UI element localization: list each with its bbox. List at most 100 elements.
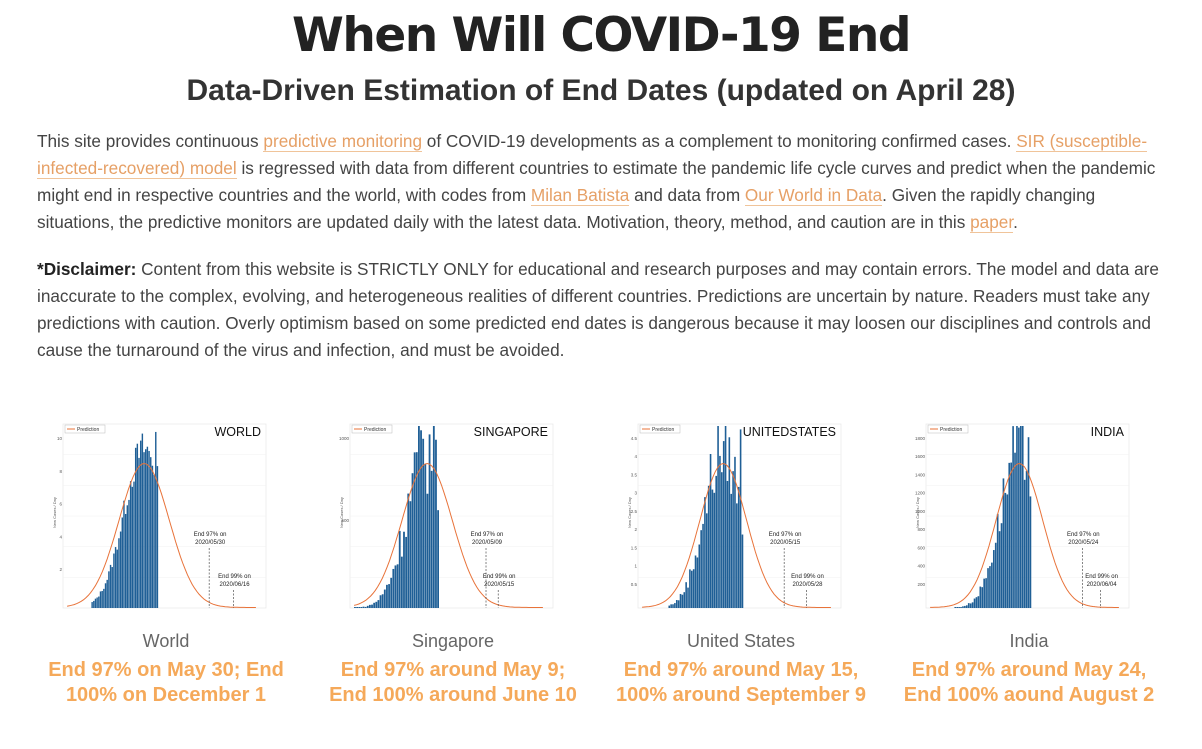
case-bar bbox=[687, 587, 689, 608]
paper-link[interactable]: paper bbox=[970, 212, 1014, 233]
y-tick-label: 4 bbox=[634, 454, 637, 459]
legend-label: Prediction bbox=[940, 427, 962, 433]
end-label: End 97% on bbox=[1067, 532, 1100, 538]
case-bar bbox=[371, 604, 373, 608]
case-bar bbox=[432, 426, 435, 608]
case-bar bbox=[123, 500, 125, 608]
chart-title: WORLD bbox=[214, 425, 261, 439]
case-bar bbox=[139, 440, 142, 608]
disclaimer-label: *Disclaimer: bbox=[37, 259, 137, 279]
y-axis-label: New Cases / Day bbox=[339, 497, 344, 528]
case-bar bbox=[728, 437, 731, 608]
prediction-chart[interactable]: 500 1000 New Cases / Day End 97% on 2020/05/… bbox=[338, 418, 568, 618]
prediction-chart[interactable]: 200 400 600 800 1000 1200 1400 1600 1800 New Case… bbox=[914, 418, 1144, 618]
case-bar bbox=[358, 607, 361, 608]
country-card-india: 200 400 600 800 1000 1200 1400 1600 1800 New Case… bbox=[899, 418, 1159, 708]
end-date-estimate: End 97% on May 30; End 100% on December … bbox=[48, 659, 284, 706]
case-bar bbox=[364, 606, 367, 608]
case-bar bbox=[1023, 479, 1026, 608]
case-bar bbox=[146, 446, 149, 608]
case-bar bbox=[721, 472, 723, 608]
case-bar bbox=[737, 486, 740, 608]
case-bar bbox=[106, 579, 108, 608]
page-title: When Will COVID-19 End bbox=[292, 8, 911, 63]
case-bar bbox=[109, 564, 112, 608]
case-bar bbox=[437, 510, 440, 608]
intro-text: of COVID-19 developments as a complement… bbox=[422, 131, 1017, 151]
case-bar bbox=[683, 592, 686, 608]
legend-label: Prediction bbox=[77, 427, 99, 433]
intro-text: This site provides continuous bbox=[37, 131, 264, 151]
case-bar bbox=[396, 564, 399, 608]
y-axis-label: New Cases / Day bbox=[52, 497, 57, 528]
case-bar bbox=[998, 531, 1001, 608]
legend-box bbox=[64, 424, 106, 434]
case-bar bbox=[420, 430, 422, 608]
intro-text: is regressed with data from different co… bbox=[37, 158, 1156, 205]
case-bar bbox=[131, 486, 134, 608]
case-bar bbox=[413, 452, 416, 608]
case-bar bbox=[398, 530, 401, 608]
country-name: United States bbox=[686, 631, 796, 651]
y-tick-label: 1.5 bbox=[631, 545, 638, 550]
predictive-monitoring-link[interactable]: predictive monitoring bbox=[263, 131, 423, 152]
y-tick-label: 1000 bbox=[915, 509, 926, 514]
intro-text: and data from bbox=[629, 185, 745, 205]
end-label: End 97% on bbox=[471, 532, 504, 538]
case-bar bbox=[366, 605, 369, 608]
case-bar bbox=[405, 536, 408, 608]
end-date: 2020/05/09 bbox=[472, 540, 503, 546]
case-bar bbox=[113, 553, 115, 608]
case-bar bbox=[121, 517, 123, 608]
case-bar bbox=[964, 605, 966, 608]
end-date: 2020/05/30 bbox=[195, 540, 226, 546]
country-card-world: 2 4 6 8 10 New Cases / Day End 97% on 2020/05/3… bbox=[36, 418, 296, 708]
case-bar bbox=[672, 604, 674, 608]
prediction-curve bbox=[930, 462, 1119, 608]
prediction-chart[interactable]: 0.5 1 1.5 2 2.5 3 3.5 4 4.5 New Cases / Day End 97… bbox=[626, 418, 856, 618]
y-tick-label: 0.5 bbox=[631, 582, 638, 587]
case-bar bbox=[99, 591, 102, 608]
case-bar bbox=[388, 584, 390, 608]
case-bar bbox=[971, 602, 974, 608]
case-bar bbox=[418, 426, 420, 608]
case-bar bbox=[94, 598, 97, 608]
case-bar bbox=[403, 531, 405, 608]
case-bar bbox=[1010, 462, 1012, 608]
case-bar bbox=[1021, 426, 1024, 608]
case-bar bbox=[415, 452, 418, 608]
y-tick-label: 2.5 bbox=[631, 509, 638, 514]
y-tick-label: 500 bbox=[341, 518, 349, 523]
end-date-estimate: End 97% around May 24, End 100% aound Au… bbox=[903, 659, 1155, 706]
case-bar bbox=[98, 596, 100, 608]
end-label: End 99% on bbox=[218, 574, 251, 580]
y-tick-label: 2 bbox=[59, 567, 62, 572]
milan-batista-link[interactable]: Milan Batista bbox=[530, 185, 630, 206]
case-bar bbox=[991, 562, 993, 608]
sir-model-link[interactable]: SIR (susceptible-infected-recovered) mod… bbox=[37, 131, 1148, 179]
case-bar bbox=[702, 523, 704, 608]
legend-box bbox=[351, 424, 393, 434]
case-bar bbox=[670, 604, 672, 608]
case-bar bbox=[977, 596, 980, 608]
case-bar bbox=[975, 597, 978, 608]
case-bar bbox=[430, 470, 433, 608]
case-bar bbox=[726, 480, 729, 608]
case-bar bbox=[111, 567, 113, 608]
case-bar bbox=[1008, 462, 1011, 608]
y-tick-label: 6 bbox=[59, 502, 62, 507]
case-bar bbox=[409, 501, 412, 608]
y-tick-label: 10 bbox=[57, 436, 63, 441]
case-bar bbox=[133, 481, 135, 608]
disclaimer-paragraph: *Disclaimer: Content from this website i… bbox=[37, 256, 1167, 364]
case-bar bbox=[373, 602, 376, 608]
case-bar bbox=[101, 590, 103, 608]
case-bar bbox=[713, 492, 716, 608]
case-bar bbox=[677, 600, 680, 608]
our-world-in-data-link[interactable]: Our World in Data bbox=[744, 185, 883, 206]
y-tick-label: 1600 bbox=[915, 454, 926, 459]
case-bar bbox=[719, 455, 721, 608]
case-bar bbox=[965, 605, 968, 608]
end-label: End 97% on bbox=[769, 532, 802, 538]
prediction-chart[interactable]: 2 4 6 8 10 New Cases / Day End 97% on 2020/05/3… bbox=[51, 418, 281, 618]
